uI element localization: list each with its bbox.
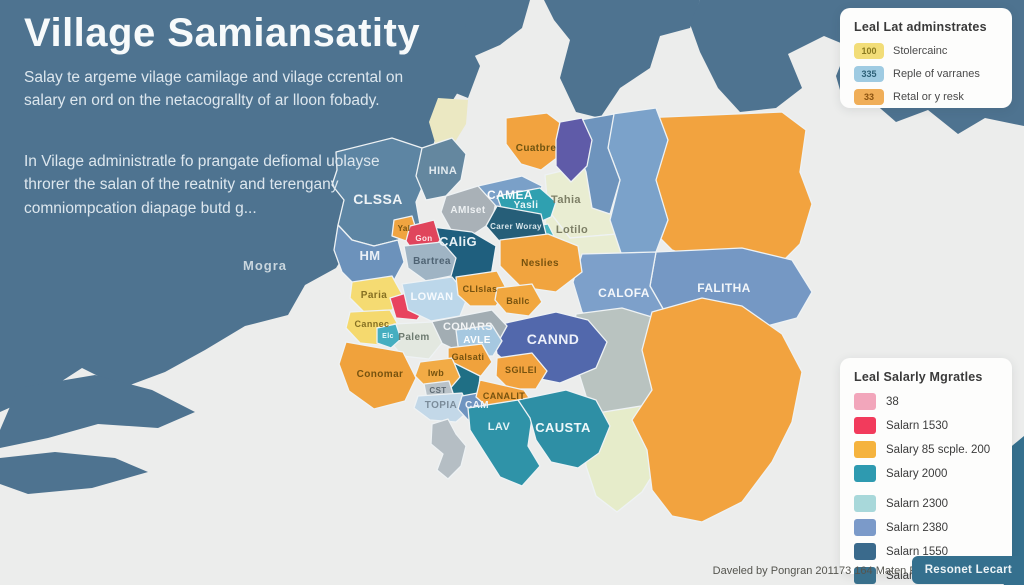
legend-swatch-label: 38 (886, 395, 899, 408)
island-b (0, 452, 148, 494)
legend-badge: 335 (854, 66, 884, 82)
page-title: Village Samiansatity (24, 11, 421, 55)
legend-swatch-label: Salary 2000 (886, 467, 948, 480)
legend-color-swatch (854, 543, 876, 560)
sea-label: Mogra (243, 258, 287, 273)
legend-salary-item: Salary 2000 (854, 465, 998, 482)
legend-admin-item: 33 Retal or y resk (854, 89, 998, 105)
legend-badge: 33 (854, 89, 884, 105)
map-region-cuatbre[interactable] (505, 112, 568, 171)
legend-salary-item: Salarn 2300 (854, 495, 998, 512)
legend-admin-item: 100 Stolercainc (854, 43, 998, 59)
intro-paragraph-1: Salay te argeme vilage camilage and vila… (24, 69, 404, 110)
legend-admin-card: Leal Lat adminstrates 100 Stolercainc 335 R… (840, 8, 1012, 108)
map-region-unlabeled[interactable] (555, 117, 593, 183)
legend-swatch-label: Salary 85 scple. 200 (886, 443, 991, 456)
map-region-hina[interactable] (415, 137, 467, 201)
legend-color-swatch (854, 495, 876, 512)
legend-salary-item: Salary 85 scple. 200 (854, 441, 998, 458)
legend-color-swatch (854, 441, 876, 458)
legend-admin-items: 100 Stolercainc 335 Reple of varranes 33 Reta… (854, 43, 998, 105)
legend-color-swatch (854, 417, 876, 434)
legend-salary-item: 38 (854, 393, 998, 410)
legend-salary-item: Salarn 1550 (854, 543, 998, 560)
legend-admin-item: 335 Reple of varranes (854, 66, 998, 82)
legend-swatch-label: Salarn 1530 (886, 419, 949, 432)
map-region-causta[interactable] (517, 389, 611, 469)
legend-badge: 100 (854, 43, 884, 59)
legend-salary-card: Leal Salarly Mgratles 38 Salarn 1530 Salar… (840, 358, 1012, 584)
map-region-bartrea[interactable] (403, 241, 457, 282)
hero-text-block: Village Samiansatity Salay te argeme vil… (24, 10, 464, 217)
map-region-unlabeled[interactable] (430, 418, 467, 480)
legend-swatch-label: Salarn 1550 (886, 545, 949, 558)
map-region-ballc[interactable] (494, 283, 543, 317)
peninsula (429, 98, 468, 150)
legend-badge-label: Reple of varranes (893, 68, 980, 80)
map-region-topia[interactable] (413, 392, 471, 423)
legend-salary-item: Salarn 2380 (854, 519, 998, 536)
legend-badge-label: Stolercainc (893, 45, 948, 57)
sea-main (0, 0, 530, 412)
map-region-neslies[interactable] (499, 233, 583, 293)
legend-color-swatch (854, 465, 876, 482)
intro-paragraph-2: In Vilage administratle fo prangate defi… (24, 153, 380, 217)
legend-badge-label: Retal or y resk (893, 91, 964, 103)
legend-salary-items: 38 Salarn 1530 Salary 85 scple. 200 Salary … (854, 393, 998, 584)
legend-admin-title: Leal Lat adminstrates (854, 20, 987, 34)
legend-color-swatch (854, 393, 876, 410)
map-region-unlabeled[interactable] (631, 297, 803, 523)
resonet-lecart-button[interactable]: Resonet Lecart (911, 556, 1024, 584)
top-land-b (544, 0, 700, 118)
map-region-conomar[interactable] (338, 341, 417, 410)
legend-color-swatch (854, 567, 876, 584)
legend-salary-title: Leal Salarly Mgratles (854, 370, 983, 384)
top-land-a (436, 0, 480, 98)
map-region-elc[interactable] (376, 323, 402, 349)
legend-swatch-label: Salarn 2380 (886, 521, 949, 534)
legend-swatch-label: Salarn 2300 (886, 497, 949, 510)
legend-color-swatch (854, 519, 876, 536)
island-a (0, 375, 195, 448)
footer-credit: Daveled by Pongran 201173 164 Maten Poto (712, 565, 932, 577)
legend-salary-item: Salarn 1530 (854, 417, 998, 434)
map-region-paria[interactable] (349, 275, 403, 313)
map-region-hm[interactable] (333, 224, 405, 293)
map-region-clislas[interactable] (455, 270, 508, 307)
map-region-sgilei[interactable] (495, 352, 548, 390)
